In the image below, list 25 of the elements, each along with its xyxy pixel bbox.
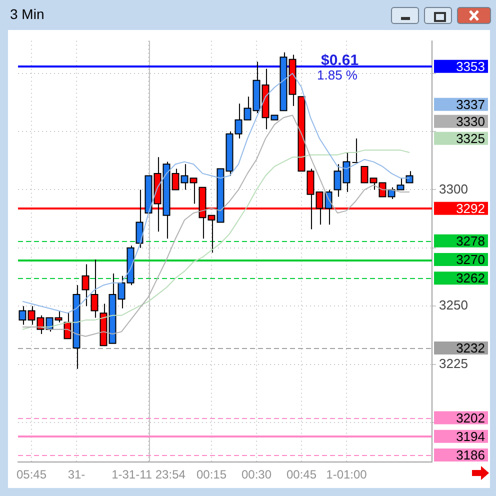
annotation: $0.61 <box>321 52 359 69</box>
ref-line-label: 3262 <box>456 270 485 286</box>
annotation: 1.85 % <box>317 67 358 82</box>
text: 3337 <box>456 96 485 112</box>
y-tick-label: 3225 <box>439 356 468 371</box>
text: 3330 <box>456 114 485 129</box>
chart-title: 3 Min <box>10 6 44 22</box>
ref-line-label: 3353 <box>456 58 485 74</box>
ref-line-label: 3278 <box>456 234 485 249</box>
x-tick-label: 00:45 <box>286 468 317 482</box>
ref-line-label: 3270 <box>456 252 485 268</box>
ref-line-label: 3194 <box>456 428 485 444</box>
ref-line-label: 3186 <box>456 448 485 463</box>
x-tick-label: 00:15 <box>196 468 227 482</box>
x-tick-label: 05:45 <box>16 468 47 482</box>
x-tick-label: 1-01:00 <box>326 468 368 482</box>
text: 3325 <box>456 130 485 146</box>
ref-line-label: 3292 <box>456 200 485 216</box>
y-tick-label: 3250 <box>439 298 468 313</box>
x-tick-label: 31- <box>68 468 86 482</box>
x-tick-label: 00:30 <box>241 468 272 482</box>
ref-line-label: 3202 <box>456 410 485 426</box>
y-tick-label: 3300 <box>439 181 468 196</box>
x-tick-label: 1-31-11 23:54 <box>112 468 186 482</box>
ref-line-label: 3232 <box>456 340 485 356</box>
